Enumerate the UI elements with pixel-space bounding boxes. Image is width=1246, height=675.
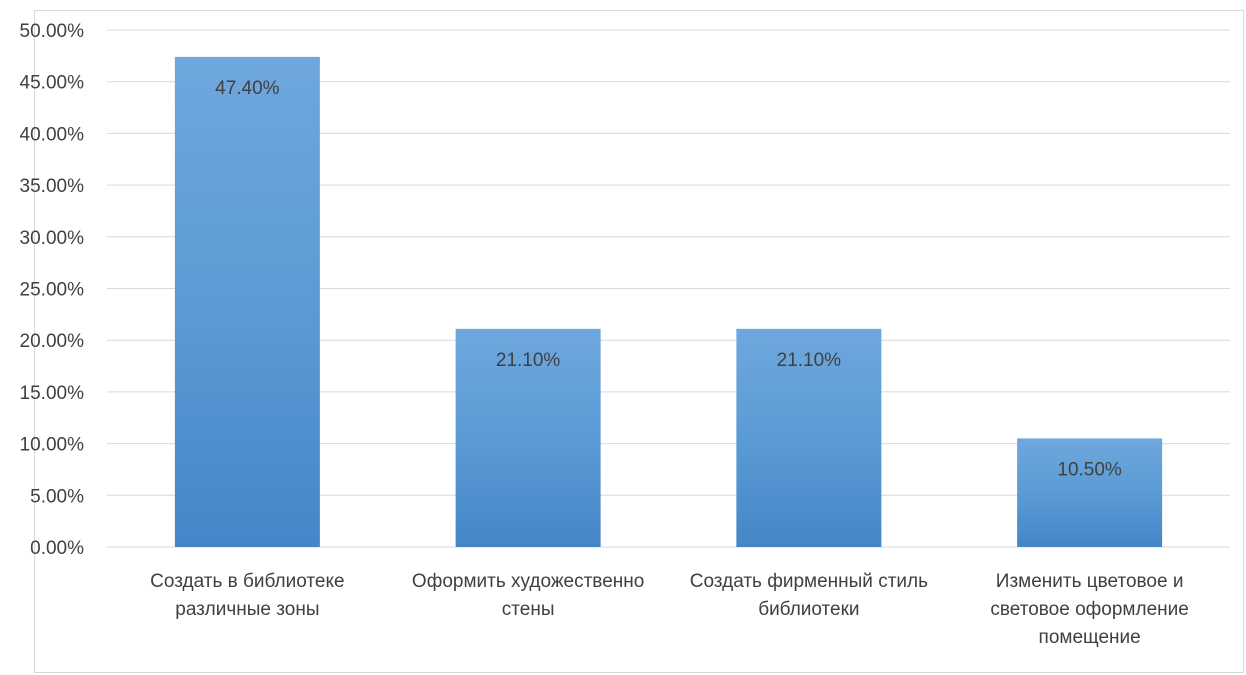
x-category-label: Создать фирменный стиль библиотеки (690, 571, 928, 620)
x-category-line: стены (502, 599, 555, 620)
data-label: 21.10% (777, 350, 842, 371)
y-tick-label: 5.00% (30, 486, 84, 507)
y-tick-label: 30.00% (20, 228, 85, 249)
y-tick-label: 0.00% (30, 538, 84, 559)
data-labels: 47.40% 21.10% 21.10% 10.50% (215, 78, 1122, 481)
x-category-label: Изменить цветовое и световое оформление по… (990, 571, 1188, 648)
data-label: 47.40% (215, 78, 280, 99)
y-tick-label: 10.00% (20, 435, 85, 456)
bar (455, 328, 601, 547)
y-axis-ticks: 0.00% 5.00% 10.00% 15.00% 20.00% 25.00% 30.00%… (20, 21, 85, 559)
y-tick-label: 35.00% (20, 176, 85, 197)
x-category-line: Оформить художественно (412, 571, 644, 592)
x-axis-categories: Создать в библиотеке различные зоны Оформи… (150, 571, 1189, 648)
x-category-label: Оформить художественно стены (412, 571, 644, 620)
y-tick-label: 20.00% (20, 331, 85, 352)
x-category-line: помещение (1039, 627, 1141, 648)
y-tick-label: 50.00% (20, 21, 85, 42)
bar (1017, 438, 1163, 547)
bar (174, 56, 320, 547)
x-category-line: Создать в библиотеке (150, 571, 344, 592)
x-category-line: Изменить цветовое и (996, 571, 1184, 592)
x-category-line: световое оформление (990, 599, 1188, 620)
y-tick-label: 40.00% (20, 124, 85, 145)
x-category-label: Создать в библиотеке различные зоны (150, 571, 344, 620)
data-label: 21.10% (496, 350, 561, 371)
x-category-line: Создать фирменный стиль (690, 571, 928, 592)
chart-frame (34, 10, 1244, 673)
bar (736, 328, 882, 547)
y-tick-label: 25.00% (20, 280, 85, 301)
data-label: 10.50% (1057, 459, 1122, 480)
bars (174, 56, 1163, 547)
x-category-line: библиотеки (758, 599, 859, 620)
x-category-line: различные зоны (175, 599, 319, 620)
y-tick-label: 15.00% (20, 383, 85, 404)
y-tick-label: 45.00% (20, 73, 85, 94)
